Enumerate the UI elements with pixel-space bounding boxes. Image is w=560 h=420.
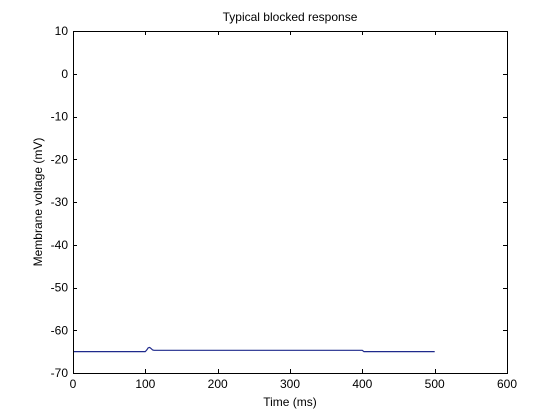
x-tick-label: 600	[497, 377, 517, 391]
x-axis: 0 100 200 300 400 500 600	[70, 31, 517, 391]
x-axis-label: Time (ms)	[263, 395, 317, 409]
x-tick-label: 200	[208, 377, 228, 391]
y-tick-label: -50	[51, 281, 69, 295]
y-tick-label: -40	[51, 238, 69, 252]
y-tick-label: -60	[51, 323, 69, 337]
chart-title: Typical blocked response	[223, 10, 358, 24]
y-tick-label: 0	[61, 67, 68, 81]
x-tick-label: 0	[70, 377, 77, 391]
x-tick-label: 500	[425, 377, 445, 391]
y-axis-label: Membrane voltage (mV)	[31, 138, 45, 267]
y-axis: 10 0 -10 -20 -30 -40 -50 -60 -70	[51, 24, 507, 380]
y-tick-label: -30	[51, 195, 69, 209]
series-layer	[73, 346, 435, 353]
y-tick-label: 10	[55, 24, 69, 38]
y-tick-label: -70	[51, 366, 69, 380]
x-tick-label: 400	[352, 377, 372, 391]
y-tick-label: -20	[51, 152, 69, 166]
x-tick-label: 100	[135, 377, 155, 391]
series-line	[73, 346, 435, 353]
plot-area	[73, 31, 507, 373]
y-tick-label: -10	[51, 110, 69, 124]
x-tick-label: 300	[280, 377, 300, 391]
